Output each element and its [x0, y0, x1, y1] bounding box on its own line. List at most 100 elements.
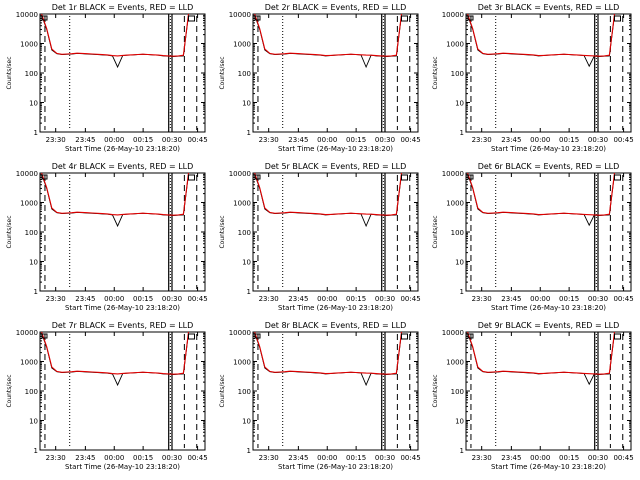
detector-panel: Det 9r BLACK = Events, RED = LLD Counts/s… — [432, 321, 634, 471]
y-tick-label: 1 — [34, 288, 38, 296]
x-tick-label: 00:30 — [162, 136, 182, 144]
x-tick-label: 00:00 — [104, 136, 124, 144]
detector-panel: Det 7r BLACK = Events, RED = LLD Counts/s… — [6, 321, 208, 471]
x-tick-label: 23:45 — [75, 454, 95, 462]
panel-title: Det 7r BLACK = Events, RED = LLD — [52, 321, 194, 330]
y-tick-label: 1 — [460, 129, 464, 137]
detector-panel: Det 3r BLACK = Events, RED = LLD Counts/s… — [432, 3, 634, 153]
y-tick-label: 1 — [247, 129, 251, 137]
x-tick-label: 00:00 — [104, 454, 124, 462]
x-tick-label: 23:45 — [288, 136, 308, 144]
y-tick-label: 10000 — [16, 329, 38, 337]
y-tick-label: 1000 — [20, 200, 38, 208]
plot-frame — [465, 172, 632, 292]
lld-series-line — [254, 331, 403, 375]
detector-panel: Det 1r BLACK = Events, RED = LLD Counts/s… — [6, 3, 208, 153]
x-tick-label: 23:45 — [75, 136, 95, 144]
corner-marker — [614, 174, 621, 181]
lld-series-line — [254, 172, 403, 216]
y-tick-label: 1000 — [446, 359, 464, 367]
x-tick-label: 23:30 — [259, 136, 279, 144]
x-tick-label: 00:15 — [346, 295, 366, 303]
corner-marker — [188, 174, 195, 181]
y-axis-label: Counts/sec — [6, 56, 13, 89]
panel-title: Det 6r BLACK = Events, RED = LLD — [478, 162, 620, 171]
detector-panel: Det 2r BLACK = Events, RED = LLD Counts/s… — [219, 3, 421, 153]
events-series-line — [41, 333, 189, 387]
x-tick-label: 00:45 — [400, 136, 420, 144]
events-series-line — [467, 15, 615, 68]
y-tick-label: 10000 — [229, 170, 251, 178]
corner-marker — [41, 333, 48, 339]
y-tick-label: 1000 — [446, 200, 464, 208]
plot-frame — [465, 13, 632, 133]
corner-marker — [467, 15, 474, 21]
y-tick-label: 10000 — [229, 11, 251, 19]
x-tick-label: 23:30 — [472, 454, 492, 462]
y-tick-label: 10000 — [442, 11, 464, 19]
x-tick-label: 00:15 — [346, 136, 366, 144]
y-tick-label: 1 — [34, 447, 38, 455]
y-axis-label: Counts/sec — [219, 56, 226, 89]
y-axis-label: Counts/sec — [6, 215, 13, 248]
events-series-line — [254, 174, 402, 228]
plot-frame — [252, 13, 419, 133]
x-tick-label: 00:30 — [162, 295, 182, 303]
events-series-line — [254, 15, 402, 69]
y-tick-label: 1000 — [233, 41, 251, 49]
x-tick-label: 00:00 — [530, 454, 550, 462]
x-tick-label: 00:45 — [400, 454, 420, 462]
y-tick-label: 1000 — [20, 359, 38, 367]
x-tick-label: 23:30 — [472, 136, 492, 144]
y-tick-label: 10 — [242, 418, 251, 426]
x-tick-label: 00:00 — [317, 454, 337, 462]
x-tick-label: 00:15 — [559, 136, 579, 144]
x-tick-label: 00:45 — [400, 295, 420, 303]
corner-marker — [401, 15, 408, 22]
lld-series-line — [41, 331, 190, 375]
x-tick-label: 00:15 — [559, 295, 579, 303]
x-tick-label: 00:45 — [187, 136, 207, 144]
events-series-line — [254, 333, 402, 387]
y-axis-label: Counts/sec — [219, 215, 226, 248]
x-tick-label: 00:30 — [588, 454, 608, 462]
corner-marker — [188, 15, 195, 22]
x-tick-label: 00:45 — [613, 295, 633, 303]
corner-marker — [401, 333, 408, 340]
x-tick-label: 23:30 — [46, 295, 66, 303]
corner-marker — [188, 333, 195, 340]
detector-panel: Det 5r BLACK = Events, RED = LLD Counts/s… — [219, 162, 421, 312]
panel-title: Det 4r BLACK = Events, RED = LLD — [52, 162, 194, 171]
panel-title: Det 9r BLACK = Events, RED = LLD — [478, 321, 620, 330]
y-tick-label: 10 — [29, 100, 38, 108]
corner-marker — [614, 333, 621, 340]
plot-frame — [39, 13, 206, 133]
events-series-line — [467, 174, 615, 227]
x-tick-label: 23:45 — [288, 454, 308, 462]
x-tick-label: 23:30 — [259, 454, 279, 462]
x-axis-label: Start Time (26-May-10 23:18:20) — [278, 145, 393, 153]
panel-title: Det 2r BLACK = Events, RED = LLD — [265, 3, 407, 12]
y-axis-label: Counts/sec — [432, 56, 439, 89]
x-axis-label: Start Time (26-May-10 23:18:20) — [65, 304, 180, 312]
detector-panel: Det 4r BLACK = Events, RED = LLD Counts/s… — [6, 162, 208, 312]
x-tick-label: 00:00 — [530, 136, 550, 144]
y-tick-label: 100 — [238, 388, 251, 396]
corner-marker — [254, 15, 261, 21]
y-tick-label: 1000 — [446, 41, 464, 49]
x-axis-label: Start Time (26-May-10 23:18:20) — [491, 304, 606, 312]
y-tick-label: 100 — [25, 388, 38, 396]
x-tick-label: 00:30 — [588, 136, 608, 144]
y-tick-label: 1 — [460, 447, 464, 455]
y-tick-label: 1 — [247, 288, 251, 296]
x-tick-label: 00:45 — [613, 454, 633, 462]
events-series-line — [41, 174, 189, 228]
plot-frame — [39, 172, 206, 292]
x-axis-label: Start Time (26-May-10 23:18:20) — [491, 463, 606, 471]
y-axis-label: Counts/sec — [432, 215, 439, 248]
lld-series-line — [467, 172, 616, 216]
panel-title: Det 8r BLACK = Events, RED = LLD — [265, 321, 407, 330]
corner-marker — [614, 15, 621, 22]
y-tick-label: 100 — [25, 70, 38, 78]
x-tick-label: 00:30 — [375, 295, 395, 303]
